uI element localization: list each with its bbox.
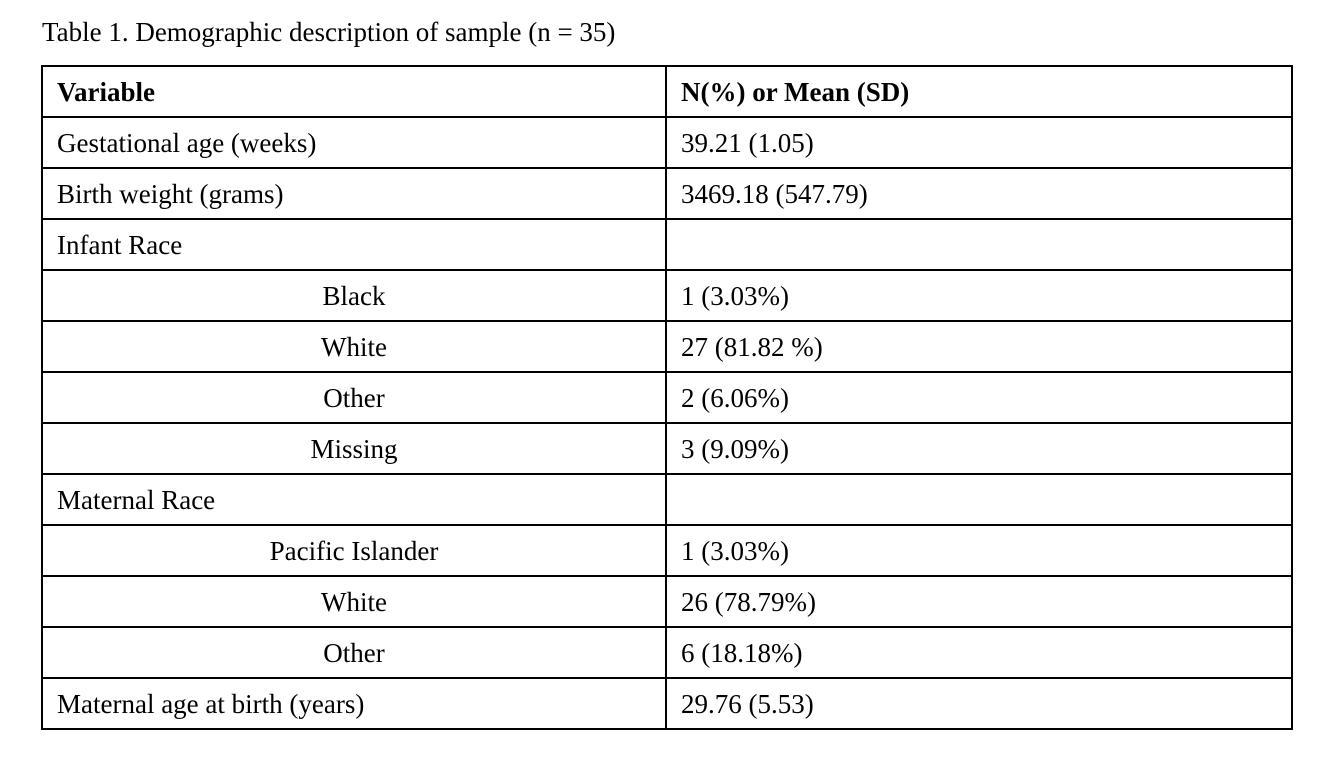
column-header-variable: Variable [41,65,667,118]
sub-row-label: Missing [41,422,667,475]
column-header-value: N(%) or Mean (SD) [665,65,1293,118]
table-row: Maternal age at birth (years) 29.76 (5.5… [41,677,1293,730]
row-value: 6 (18.18%) [665,626,1293,679]
table-row: White 27 (81.82 %) [41,320,1293,373]
sub-row-label: White [41,575,667,628]
row-label: Maternal age at birth (years) [41,677,667,730]
table-row: Other 6 (18.18%) [41,626,1293,679]
table-row: Pacific Islander 1 (3.03%) [41,524,1293,577]
row-value: 2 (6.06%) [665,371,1293,424]
table-row: White 26 (78.79%) [41,575,1293,628]
row-value: 29.76 (5.53) [665,677,1293,730]
table-header-row: Variable N(%) or Mean (SD) [41,65,1293,118]
row-value [665,218,1293,271]
sub-row-label: Pacific Islander [41,524,667,577]
table-row: Other 2 (6.06%) [41,371,1293,424]
sub-row-label: Black [41,269,667,322]
sub-row-label: Other [41,371,667,424]
row-value: 1 (3.03%) [665,524,1293,577]
group-label: Infant Race [41,218,667,271]
row-label: Gestational age (weeks) [41,116,667,169]
table-row-group: Maternal Race [41,473,1293,526]
sub-row-label: Other [41,626,667,679]
table-row: Missing 3 (9.09%) [41,422,1293,475]
table-caption: Table 1. Demographic description of samp… [42,17,616,47]
demographics-table: Variable N(%) or Mean (SD) Gestational a… [41,65,1293,730]
row-value: 3469.18 (547.79) [665,167,1293,220]
sub-row-label: White [41,320,667,373]
row-value: 3 (9.09%) [665,422,1293,475]
table-row: Birth weight (grams) 3469.18 (547.79) [41,167,1293,220]
row-value [665,473,1293,526]
table-row: Gestational age (weeks) 39.21 (1.05) [41,116,1293,169]
table-row-group: Infant Race [41,218,1293,271]
row-value: 26 (78.79%) [665,575,1293,628]
table-row: Black 1 (3.03%) [41,269,1293,322]
row-value: 39.21 (1.05) [665,116,1293,169]
group-label: Maternal Race [41,473,667,526]
row-label: Birth weight (grams) [41,167,667,220]
row-value: 1 (3.03%) [665,269,1293,322]
row-value: 27 (81.82 %) [665,320,1293,373]
